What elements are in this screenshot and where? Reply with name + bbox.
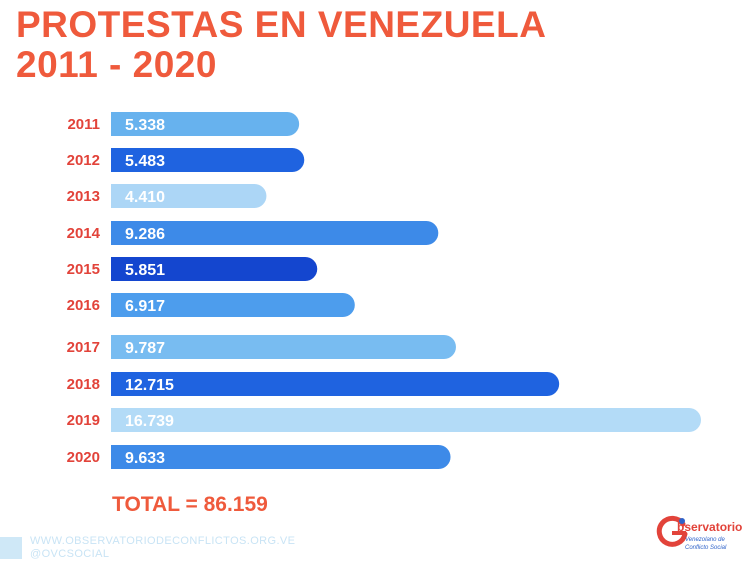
value-label-2019: 16.739 (125, 413, 174, 430)
bar-2019 (111, 408, 701, 432)
year-label-2016: 2016 (67, 297, 100, 314)
logo-name: bservatorio (677, 520, 743, 534)
value-label-2012: 5.483 (125, 153, 165, 170)
value-label-2011: 5.338 (125, 117, 165, 134)
logo-mark-icon (656, 515, 688, 547)
value-label-2020: 9.633 (125, 450, 165, 467)
logo-subtitle-2: Conflicto Social (685, 545, 727, 551)
observatorio-logo: bservatorio Venezolano de Conflicto Soci… (655, 512, 755, 560)
chart-title-line2: 2011 - 2020 (16, 44, 217, 85)
year-label-2018: 2018 (67, 376, 100, 393)
logo-subtitle-1: Venezolano de (685, 537, 725, 543)
year-label-2015: 2015 (67, 261, 100, 278)
year-label-2017: 2017 (67, 339, 100, 356)
bar-start-2011 (111, 112, 135, 136)
bar-start-2013 (111, 184, 135, 208)
bar-2012 (111, 148, 305, 172)
bar-start-2020 (111, 445, 135, 469)
total-label: TOTAL = 86.159 (112, 493, 268, 516)
bar-start-2015 (111, 257, 135, 281)
bar-2018 (111, 372, 560, 396)
year-label-2011: 2011 (67, 116, 100, 133)
bar-2013 (111, 184, 267, 208)
bar-2011 (111, 112, 300, 136)
value-label-2014: 9.286 (125, 226, 165, 243)
value-label-2015: 5.851 (125, 262, 165, 279)
year-label-2014: 2014 (67, 225, 101, 242)
protest-bar-chart: 2011 5.338 2012 5.483 2013 4.410 2014 9.286 2015… (67, 112, 701, 469)
value-label-2018: 12.715 (125, 377, 174, 394)
year-label-2013: 2013 (67, 188, 100, 205)
footer-credits: WWW.OBSERVATORIODECONFLICTOS.ORG.VE @OVC… (30, 535, 295, 561)
year-label-2019: 2019 (67, 412, 100, 429)
bar-start-2014 (111, 221, 135, 245)
bar-start-2017 (111, 335, 135, 359)
social-handle[interactable]: @OVCSOCIAL (30, 548, 110, 560)
bar-2016 (111, 293, 355, 317)
bar-2017 (111, 335, 456, 359)
chart-title-line1: PROTESTAS EN VENEZUELA (16, 4, 547, 45)
bar-start-2019 (111, 408, 135, 432)
value-label-2017: 9.787 (125, 340, 165, 357)
value-label-2013: 4.410 (125, 189, 165, 206)
bar-2014 (111, 221, 439, 245)
year-label-2012: 2012 (67, 152, 100, 169)
year-label-2020: 2020 (67, 449, 100, 466)
bar-start-2016 (111, 293, 135, 317)
bar-start-2018 (111, 372, 135, 396)
value-label-2016: 6.917 (125, 298, 165, 315)
website-link[interactable]: WWW.OBSERVATORIODECONFLICTOS.ORG.VE (30, 535, 296, 547)
bar-2020 (111, 445, 451, 469)
bar-2015 (111, 257, 318, 281)
bar-start-2012 (111, 148, 135, 172)
footer-marker (0, 537, 22, 559)
